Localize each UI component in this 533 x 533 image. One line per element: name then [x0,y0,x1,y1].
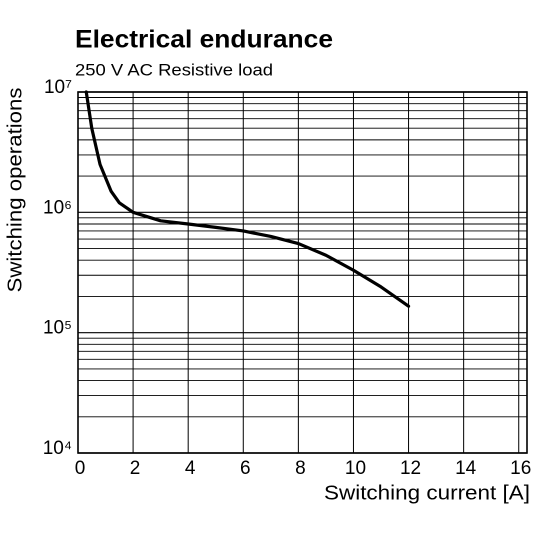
y-tick-label: 10⁷ [44,77,72,98]
y-tick-label: 10⁵ [43,318,72,339]
y-axis-label: Switching operations [4,88,26,293]
x-tick-label: 0 [75,458,86,479]
x-tick-label: 16 [510,458,531,479]
x-tick-label: 8 [295,458,306,479]
data-line [84,90,411,308]
y-tick-label: 10⁶ [43,197,72,218]
plot-frame [77,91,528,454]
x-axis-label: Switching current [A] [324,482,530,504]
x-tick-label: 6 [240,458,251,479]
x-tick-label: 4 [185,458,196,479]
x-tick-label: 10 [345,458,366,479]
x-tick-label: 12 [400,458,421,479]
y-tick-label: 10⁴ [43,438,72,459]
chart-subtitle: 250 V AC Resistive load [75,60,273,79]
x-tick-label: 2 [130,458,141,479]
x-tick-label: 14 [455,458,477,479]
chart-title: Electrical endurance [75,26,333,54]
